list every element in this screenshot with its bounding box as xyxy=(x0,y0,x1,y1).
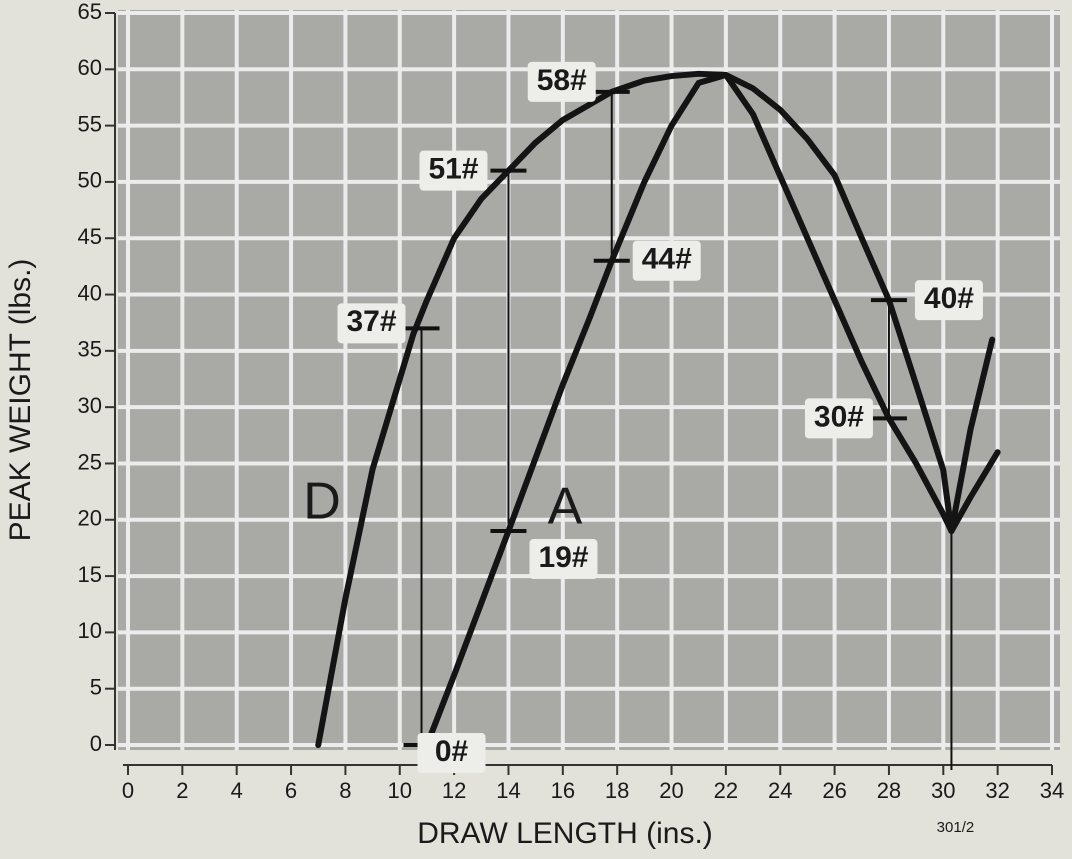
annotation: 30# xyxy=(814,400,864,433)
label-box xyxy=(337,303,406,344)
y-tick-label: 5 xyxy=(90,675,102,700)
x-tick-label: 26 xyxy=(822,778,846,803)
x-tick-label: 18 xyxy=(605,778,629,803)
x-tick-label: 34 xyxy=(1040,778,1064,803)
x-axis-label: DRAW LENGTH (ins.) xyxy=(417,817,713,850)
label-box xyxy=(527,61,596,102)
x-tick-label: 8 xyxy=(339,778,351,803)
label-box xyxy=(529,539,598,580)
y-tick-label: 35 xyxy=(78,337,102,362)
x-tick-label: 10 xyxy=(388,778,412,803)
label-box xyxy=(417,733,486,773)
x-tick-label: 2 xyxy=(176,778,188,803)
x-tick-label: 20 xyxy=(659,778,683,803)
y-tick-label: 50 xyxy=(78,168,102,193)
x-tick-label: 32 xyxy=(985,778,1009,803)
series-label: A xyxy=(548,478,583,536)
annotation: 44# xyxy=(642,243,692,276)
x-tick-label: 4 xyxy=(231,778,243,803)
y-tick-label: 25 xyxy=(78,449,102,474)
x-tick-label: 6 xyxy=(285,778,297,803)
y-tick-label: 0 xyxy=(90,731,102,756)
annotation: 19# xyxy=(538,541,588,574)
y-tick-label: 30 xyxy=(78,393,102,418)
annotation: 40# xyxy=(924,282,974,315)
x-tick-label: 28 xyxy=(877,778,901,803)
label-box xyxy=(914,280,983,321)
label-box xyxy=(804,398,873,439)
y-tick-label: 10 xyxy=(78,618,102,643)
series-label: D xyxy=(303,473,341,531)
y-tick-label: 65 xyxy=(78,0,102,24)
y-tick-label: 20 xyxy=(78,506,102,531)
x-tick-label: 30 xyxy=(931,778,955,803)
y-tick-label: 60 xyxy=(78,55,102,80)
annotation: 0# xyxy=(435,735,469,768)
label-box xyxy=(419,150,488,191)
y-tick-label: 55 xyxy=(78,111,102,136)
annotation: 58# xyxy=(537,64,587,97)
x-tick-label: 16 xyxy=(551,778,575,803)
x-tick-label: 0 xyxy=(122,778,134,803)
y-tick-label: 45 xyxy=(78,224,102,249)
y-axis-label: PEAK WEIGHT (lbs.) xyxy=(4,259,37,542)
plot-area xyxy=(118,10,1060,750)
label-box xyxy=(632,240,701,281)
x-tick-label: 24 xyxy=(768,778,792,803)
annotation: 37# xyxy=(346,305,396,338)
series-line xyxy=(423,71,1001,748)
x-tick-label: 12 xyxy=(442,778,466,803)
annotation: 51# xyxy=(428,153,478,186)
annotation: 301/2 xyxy=(937,819,975,836)
y-tick-label: 40 xyxy=(78,280,102,305)
x-tick-label: 22 xyxy=(714,778,738,803)
y-tick-label: 15 xyxy=(78,562,102,587)
series-line xyxy=(315,70,996,748)
x-tick-label: 14 xyxy=(496,778,520,803)
